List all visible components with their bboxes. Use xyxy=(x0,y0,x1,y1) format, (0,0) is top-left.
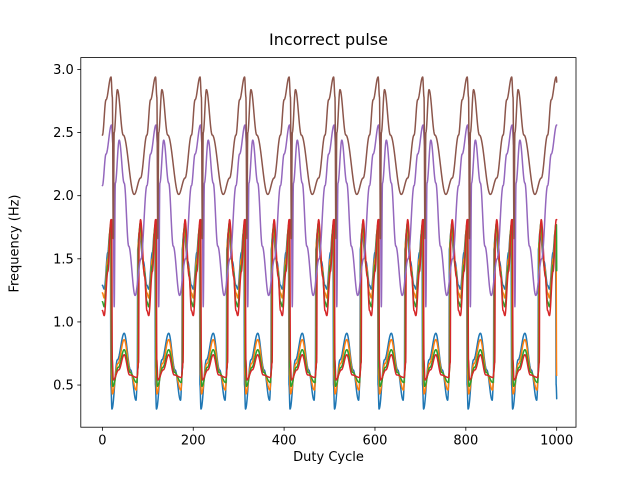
y-tick-label: 1.0 xyxy=(53,315,74,330)
y-tick-label: 2.5 xyxy=(53,126,74,141)
line-series-green xyxy=(101,222,558,388)
y-tick-label: 1.5 xyxy=(53,252,74,267)
line-series-red xyxy=(101,218,558,381)
line-series-brown xyxy=(101,76,558,240)
y-axis-label: Frequency (Hz) xyxy=(7,194,23,293)
x-tick-label: 600 xyxy=(363,434,388,449)
x-axis-label: Duty Cycle xyxy=(293,450,364,465)
x-tick-label: 1000 xyxy=(540,434,573,449)
line-series-orange xyxy=(101,227,558,395)
y-tick-label: 0.5 xyxy=(53,379,74,394)
chart-title: Incorrect pulse xyxy=(269,30,388,49)
y-tick-label: 2.0 xyxy=(53,189,74,204)
x-tick-label: 800 xyxy=(453,434,478,449)
x-tick-label: 400 xyxy=(272,434,297,449)
x-tick-label: 200 xyxy=(181,434,206,449)
x-tick-label: 0 xyxy=(98,434,106,449)
axes-spines xyxy=(80,57,577,428)
y-tick-label: 3.0 xyxy=(53,63,74,78)
line-series-purple xyxy=(101,124,558,308)
line-series-blue xyxy=(101,231,558,410)
